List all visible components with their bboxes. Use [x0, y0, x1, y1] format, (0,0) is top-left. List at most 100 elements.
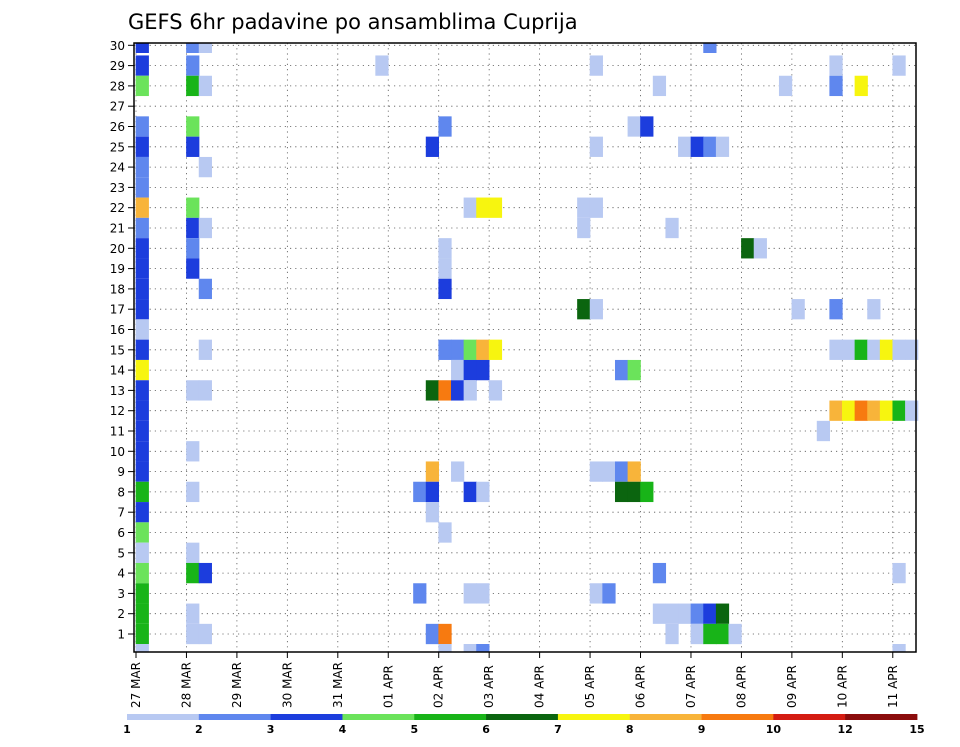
- data-cell: [186, 623, 200, 645]
- x-tick-label: 27 MAR: [129, 662, 143, 708]
- data-cell: [488, 380, 503, 401]
- data-cell: [198, 623, 212, 645]
- y-tick-label: 29: [110, 59, 125, 73]
- colorbar-label: 2: [195, 723, 203, 736]
- y-tick-label: 5: [117, 546, 125, 560]
- data-cell: [451, 339, 465, 360]
- x-axis-ticks: 27 MAR 28 MAR 29 MAR 30 MAR 31 MAR 01 APR 02 A…: [129, 652, 900, 708]
- data-cell: [135, 644, 149, 652]
- data-cell: [791, 299, 805, 320]
- data-cell: [198, 278, 212, 300]
- data-cell: [186, 238, 200, 259]
- data-cell: [892, 55, 906, 76]
- data-cell: [135, 197, 149, 218]
- data-cell: [577, 299, 591, 320]
- data-cell: [198, 339, 212, 360]
- x-tick-label: 31 MAR: [331, 662, 345, 708]
- data-cell: [135, 420, 149, 442]
- y-tick-label: 16: [110, 323, 125, 337]
- colorbar-segment: [845, 714, 918, 720]
- data-cell: [135, 156, 149, 178]
- data-cell: [476, 359, 490, 381]
- data-cell: [186, 542, 200, 563]
- data-cell: [135, 623, 149, 645]
- x-tick-label: 08 APR: [734, 665, 748, 708]
- y-tick-label: 6: [117, 526, 125, 540]
- data-cell: [186, 562, 200, 584]
- data-cell: [186, 55, 200, 76]
- data-cell: [867, 339, 881, 360]
- data-cell: [135, 217, 149, 239]
- y-tick-label: 30: [110, 39, 125, 53]
- data-cell: [665, 217, 679, 239]
- colorbar-segment: [198, 714, 272, 720]
- data-cell: [652, 603, 667, 624]
- data-cell: [640, 481, 654, 503]
- data-cell: [854, 75, 868, 97]
- data-cell: [425, 481, 440, 503]
- data-cell: [627, 481, 641, 503]
- colorbar-label: 3: [267, 723, 275, 736]
- data-cell: [413, 583, 427, 604]
- data-cell: [135, 522, 149, 543]
- x-tick-label: 30 MAR: [280, 662, 294, 708]
- data-cell: [892, 562, 906, 584]
- data-cell: [135, 177, 149, 198]
- data-cell: [690, 623, 704, 645]
- y-tick-label: 1: [117, 628, 125, 642]
- data-cell: [186, 481, 200, 503]
- data-cell: [867, 299, 881, 320]
- data-cell: [577, 217, 591, 239]
- x-tick-label: 28 MAR: [179, 662, 193, 708]
- data-cell: [135, 441, 149, 462]
- y-tick-label: 4: [117, 567, 125, 581]
- colorbar-segment: [127, 714, 200, 720]
- data-cell: [186, 136, 200, 157]
- colorbar-segment: [773, 714, 846, 720]
- colorbar-segment: [414, 714, 487, 720]
- data-cell: [753, 238, 767, 259]
- data-cell: [425, 502, 440, 523]
- y-tick-label: 19: [110, 262, 125, 276]
- colorbar-label: 6: [482, 723, 490, 736]
- y-tick-label: 7: [117, 506, 125, 520]
- data-cell: [135, 481, 149, 503]
- y-tick-label: 24: [110, 161, 125, 175]
- data-cell: [678, 603, 692, 624]
- colorbar-segment: [701, 714, 774, 720]
- data-cell: [678, 136, 692, 157]
- data-cell: [451, 461, 465, 482]
- x-tick-label: 29 MAR: [230, 662, 244, 708]
- data-cell: [627, 359, 641, 381]
- data-cell: [198, 217, 212, 239]
- data-cell: [829, 299, 843, 320]
- x-tick-label: 05 APR: [583, 665, 597, 708]
- data-cells: [135, 43, 919, 652]
- data-cell: [438, 380, 452, 401]
- data-cell: [690, 136, 704, 157]
- data-cell: [135, 55, 149, 76]
- data-cell: [135, 136, 149, 157]
- y-tick-label: 9: [117, 465, 125, 479]
- y-tick-label: 23: [110, 181, 125, 195]
- data-cell: [438, 623, 452, 645]
- colorbar-label: 7: [554, 723, 562, 736]
- data-cell: [842, 400, 856, 421]
- data-cell: [854, 400, 868, 421]
- data-cell: [905, 339, 919, 360]
- data-cell: [438, 522, 452, 543]
- data-cell: [135, 238, 149, 259]
- data-cell: [186, 258, 200, 279]
- data-cell: [842, 339, 856, 360]
- y-tick-label: 28: [110, 79, 125, 93]
- data-cell: [135, 116, 149, 137]
- data-cell: [451, 359, 465, 381]
- data-cell: [854, 339, 868, 360]
- data-cell: [703, 603, 717, 624]
- data-cell: [476, 583, 490, 604]
- data-cell: [892, 644, 906, 652]
- data-cell: [614, 481, 629, 503]
- data-cell: [829, 75, 843, 97]
- data-cell: [589, 197, 603, 218]
- data-cell: [589, 583, 603, 604]
